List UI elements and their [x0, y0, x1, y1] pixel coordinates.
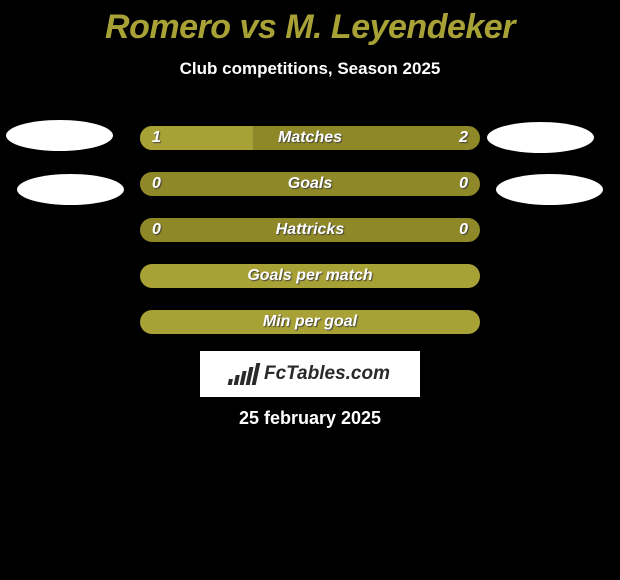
- player-right-oval-1: [487, 122, 594, 153]
- page-title: Romero vs M. Leyendeker: [0, 0, 620, 47]
- brand-box: FcTables.com: [200, 351, 420, 397]
- date-text: 25 february 2025: [0, 408, 620, 429]
- plain-row: Goals per match: [140, 264, 480, 288]
- stat-row: 00Goals: [140, 172, 480, 196]
- player-left-oval-2: [17, 174, 124, 205]
- stat-row: 12Matches: [140, 126, 480, 150]
- brand-text: FcTables.com: [264, 363, 390, 385]
- brand-bars-icon: [228, 363, 261, 385]
- stat-label: Hattricks: [140, 218, 480, 242]
- stat-row: 00Hattricks: [140, 218, 480, 242]
- player-right-oval-2: [496, 174, 603, 205]
- player-left-oval-1: [6, 120, 113, 151]
- stat-label: Goals: [140, 172, 480, 196]
- stats-container: 12Matches 00Goals 00Hattricks Goals per mat…: [140, 126, 480, 356]
- stat-label: Matches: [140, 126, 480, 150]
- plain-row: Min per goal: [140, 310, 480, 334]
- subtitle: Club competitions, Season 2025: [0, 59, 620, 79]
